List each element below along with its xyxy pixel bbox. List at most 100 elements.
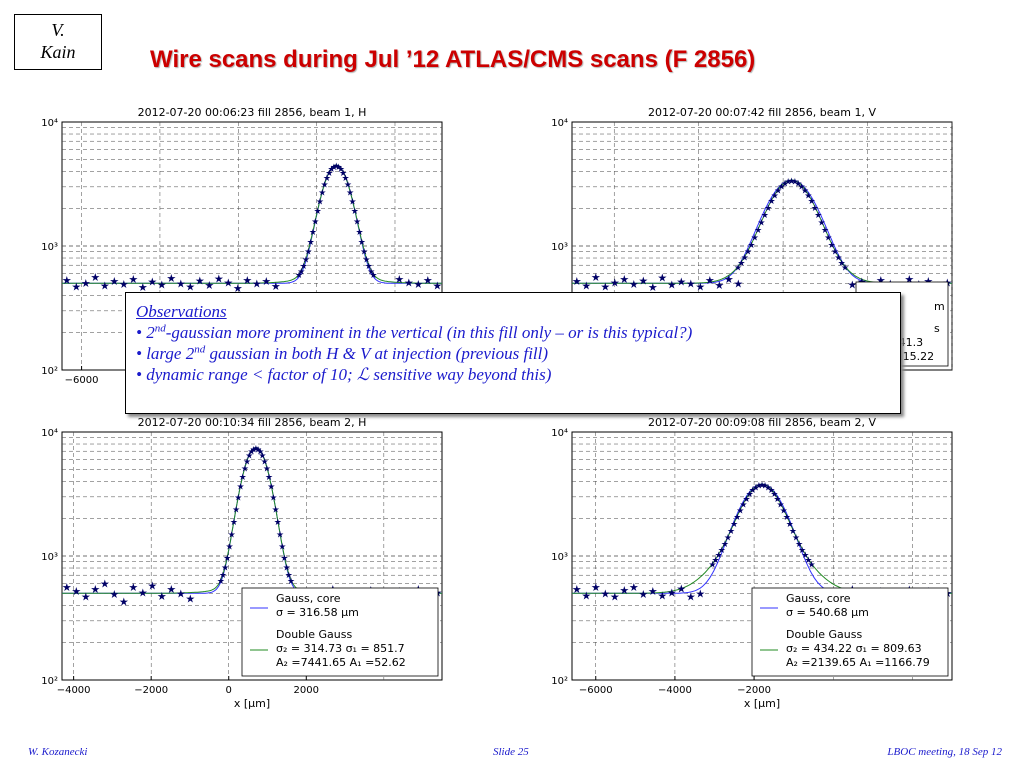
data-point: ★ — [243, 456, 251, 466]
data-point: ★ — [581, 591, 591, 603]
y-tick-label: 10³ — [41, 552, 58, 563]
data-point: ★ — [727, 526, 735, 536]
observation-item-3: • dynamic range < factor of 10; ℒ sensit… — [136, 364, 890, 385]
data-point: ★ — [90, 272, 100, 284]
data-point: ★ — [801, 185, 809, 195]
data-point: ★ — [269, 493, 277, 503]
data-point: ★ — [265, 472, 273, 482]
data-point: ★ — [847, 279, 857, 291]
data-point: ★ — [176, 278, 186, 290]
data-point: ★ — [325, 168, 333, 178]
data-point: ★ — [744, 247, 752, 257]
data-point: ★ — [821, 225, 829, 235]
data-point: ★ — [71, 282, 81, 294]
legend-double-amplitudes: A₂ =2139.65 A₁ =1166.79 — [786, 656, 930, 669]
data-point: ★ — [757, 217, 765, 227]
data-point: ★ — [814, 210, 822, 220]
x-axis-label: x [μm] — [234, 697, 270, 710]
data-point: ★ — [715, 550, 723, 560]
data-point: ★ — [234, 493, 242, 503]
plot-title: 2012-07-20 00:06:23 fill 2856, beam 1, H — [138, 106, 367, 119]
footer-meeting: LBOC meeting, 18 Sep 12 — [887, 746, 1002, 758]
data-point: ★ — [81, 278, 91, 290]
data-point: ★ — [337, 164, 345, 174]
data-point: ★ — [157, 591, 167, 603]
data-point: ★ — [128, 582, 138, 594]
data-point: ★ — [138, 587, 148, 599]
data-point: ★ — [780, 506, 788, 516]
data-point: ★ — [185, 282, 195, 294]
data-point: ★ — [204, 280, 214, 292]
data-point: ★ — [119, 279, 129, 291]
data-point: ★ — [365, 261, 373, 271]
data-point: ★ — [276, 530, 284, 540]
data-point: ★ — [746, 489, 754, 499]
data-point: ★ — [247, 447, 255, 457]
data-point: ★ — [808, 196, 816, 206]
data-point: ★ — [686, 592, 696, 604]
data-point: ★ — [638, 276, 648, 288]
data-point: ★ — [318, 187, 326, 197]
data-point: ★ — [801, 550, 809, 560]
data-point: ★ — [770, 489, 778, 499]
x-tick-label: −2000 — [737, 685, 771, 696]
data-point: ★ — [358, 237, 366, 247]
data-point: ★ — [834, 253, 842, 263]
data-point: ★ — [767, 485, 775, 495]
data-point: ★ — [741, 253, 749, 263]
data-point: ★ — [230, 517, 238, 527]
legend-core-sigma: σ = 540.68 μm — [786, 606, 869, 619]
data-point: ★ — [330, 162, 338, 172]
data-point: ★ — [323, 173, 331, 183]
data-point: ★ — [767, 196, 775, 206]
bullet: • — [136, 344, 142, 363]
data-point: ★ — [272, 505, 280, 515]
data-point: ★ — [807, 560, 815, 570]
data-point: ★ — [263, 463, 271, 473]
data-point: ★ — [708, 560, 716, 570]
data-point: ★ — [300, 261, 308, 271]
data-point: ★ — [667, 587, 677, 599]
data-point: ★ — [223, 553, 231, 563]
observation-2-sup: nd — [194, 343, 206, 356]
data-point: ★ — [423, 275, 433, 287]
legend-partial-1: m — [934, 300, 945, 313]
data-point: ★ — [278, 542, 286, 552]
data-point: ★ — [316, 196, 324, 206]
observation-1-a: 2 — [146, 323, 155, 342]
data-point: ★ — [676, 584, 686, 596]
data-point: ★ — [109, 276, 119, 288]
legend-double-sigmas: σ₂ = 434.22 σ₁ = 809.63 — [786, 642, 922, 655]
data-point: ★ — [280, 553, 288, 563]
data-point: ★ — [739, 499, 747, 509]
data-point: ★ — [657, 591, 667, 603]
data-point: ★ — [256, 447, 264, 457]
data-point: ★ — [353, 216, 361, 226]
x-axis-label: x [μm] — [744, 697, 780, 710]
data-point: ★ — [764, 203, 772, 213]
data-point: ★ — [841, 262, 849, 272]
data-point: ★ — [304, 246, 312, 256]
observations-box: Observations • 2nd-gaussian more promine… — [125, 292, 901, 414]
data-point: ★ — [591, 582, 601, 594]
data-point: ★ — [781, 178, 789, 188]
y-tick-label: 10⁴ — [41, 118, 58, 129]
y-tick-label: 10³ — [551, 242, 568, 253]
data-point: ★ — [773, 494, 781, 504]
data-point: ★ — [724, 533, 732, 543]
plot-title: 2012-07-20 00:09:08 fill 2856, beam 2, V — [648, 416, 877, 429]
legend-double-amplitudes: A₂ =7441.65 A₁ =52.62 — [276, 656, 406, 669]
data-point: ★ — [166, 584, 176, 596]
data-point: ★ — [749, 485, 757, 495]
data-point: ★ — [287, 576, 295, 586]
data-point: ★ — [794, 178, 802, 188]
y-tick-label: 10³ — [41, 242, 58, 253]
data-point: ★ — [242, 275, 252, 287]
data-point: ★ — [252, 443, 260, 453]
legend-core-name: Gauss, core — [786, 592, 851, 605]
data-point: ★ — [904, 274, 914, 286]
data-point: ★ — [302, 255, 310, 265]
data-point: ★ — [733, 512, 741, 522]
data-point: ★ — [219, 570, 227, 580]
